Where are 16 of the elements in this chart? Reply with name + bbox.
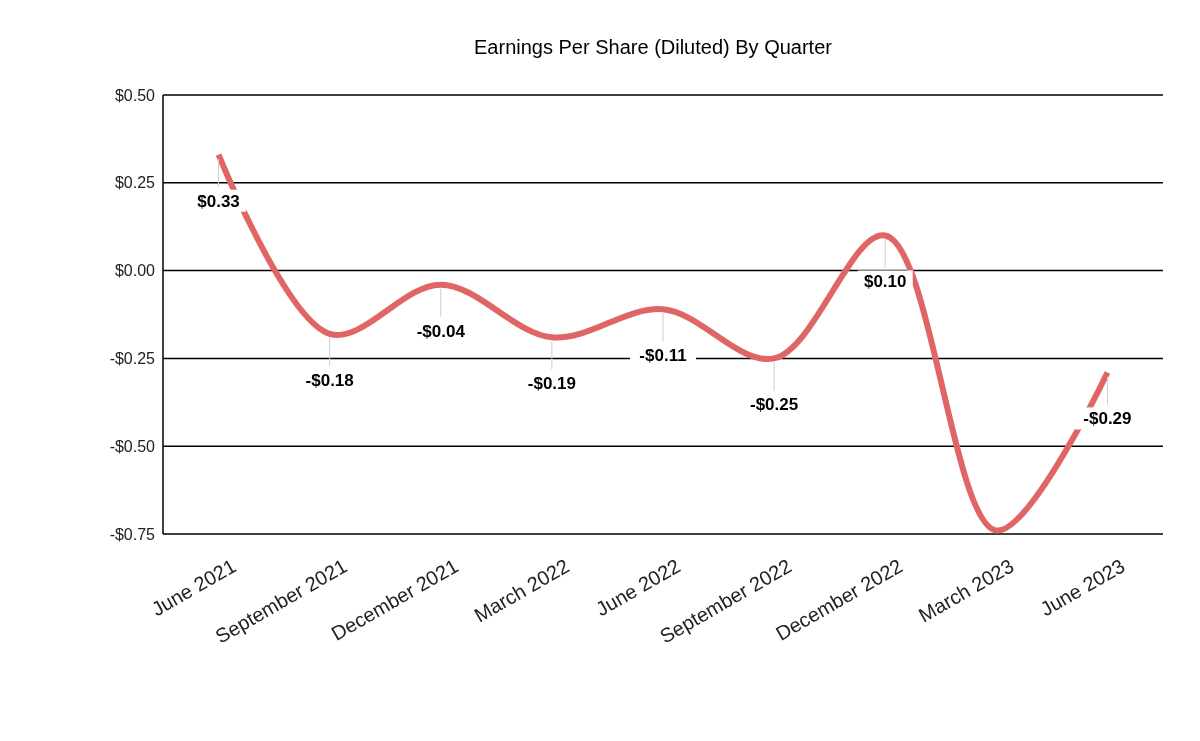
y-tick-label: $0.25 — [114, 174, 156, 192]
data-label: -$0.11 — [639, 346, 687, 366]
x-tick-label: June 2023 — [1036, 554, 1129, 621]
data-label: $0.33 — [197, 191, 240, 211]
y-tick-label: $0.00 — [114, 262, 156, 280]
y-tick-label: -$0.50 — [109, 437, 156, 455]
data-label: -$0.19 — [527, 374, 576, 394]
chart-title: Earnings Per Share (Diluted) By Quarter — [474, 36, 833, 58]
data-label: -$0.29 — [1083, 409, 1132, 429]
y-tick-label: $0.50 — [114, 86, 156, 104]
data-label: -$0.04 — [416, 321, 466, 341]
data-label: -$0.25 — [750, 395, 799, 415]
data-label: $0.10 — [863, 272, 907, 292]
data-label: -$0.18 — [305, 370, 354, 390]
y-tick-label: -$0.75 — [109, 525, 156, 543]
y-tick-label: -$0.25 — [109, 350, 156, 367]
